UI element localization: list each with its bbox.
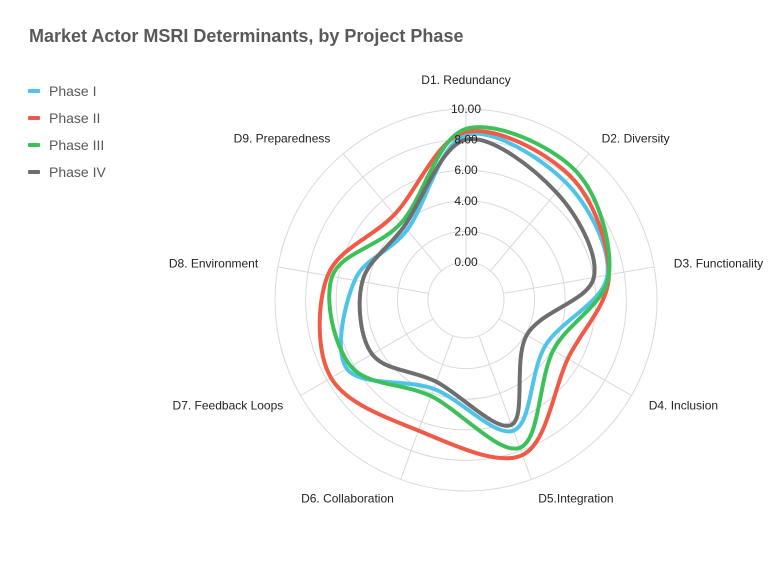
legend: Phase I Phase II Phase III Phase IV <box>28 77 106 185</box>
series-line-phase-iii: Phase III <box>327 125 612 451</box>
axis-label: D2. Diversity <box>602 131 670 145</box>
axis-label: D6. Collaboration <box>301 491 394 505</box>
series-line-phase-iv: Phase IV <box>357 137 597 428</box>
tick-label: 2.00 <box>454 224 478 238</box>
legend-label: Phase III <box>49 136 105 153</box>
legend-swatch-phase-1 <box>28 88 40 93</box>
legend-label: Phase I <box>49 82 97 99</box>
axis-label: D5.Integration <box>538 491 613 505</box>
tick-label: 10.00 <box>451 102 481 116</box>
axis-label: D8. Environment <box>169 256 259 270</box>
tick-label: 4.00 <box>454 194 478 208</box>
grid-spoke <box>342 153 442 272</box>
axis-label: D7. Feedback Loops <box>173 399 284 413</box>
tick-label: 6.00 <box>454 163 478 177</box>
legend-item-phase-4[interactable]: Phase IV <box>28 158 106 185</box>
grid-spoke <box>498 318 632 396</box>
axis-label: D1. Redundancy <box>421 73 510 87</box>
legend-swatch-phase-2 <box>28 115 40 120</box>
legend-item-phase-3[interactable]: Phase III <box>28 131 106 158</box>
axis-label: D3. Functionality <box>674 256 763 270</box>
legend-label: Phase II <box>49 109 101 126</box>
legend-swatch-phase-3 <box>28 142 40 147</box>
axis-label: D9. Preparedness <box>234 131 331 145</box>
legend-swatch-phase-4 <box>28 169 40 174</box>
chart-title: Market Actor MSRI Determinants, by Proje… <box>29 26 464 46</box>
grid-ring <box>427 261 505 339</box>
axis-label: D4. Inclusion <box>649 399 718 413</box>
legend-label: Phase IV <box>49 163 106 180</box>
legend-item-phase-2[interactable]: Phase II <box>28 104 106 131</box>
grid-spoke <box>400 335 454 480</box>
grid-spoke <box>503 266 655 294</box>
tick-label: 8.00 <box>454 133 478 147</box>
legend-item-phase-1[interactable]: Phase I <box>28 77 106 104</box>
grid-spoke <box>300 318 434 396</box>
series-line-phase-ii: Phase II <box>317 129 611 461</box>
grid-spoke <box>490 153 590 272</box>
tick-label: 0.00 <box>454 255 478 269</box>
